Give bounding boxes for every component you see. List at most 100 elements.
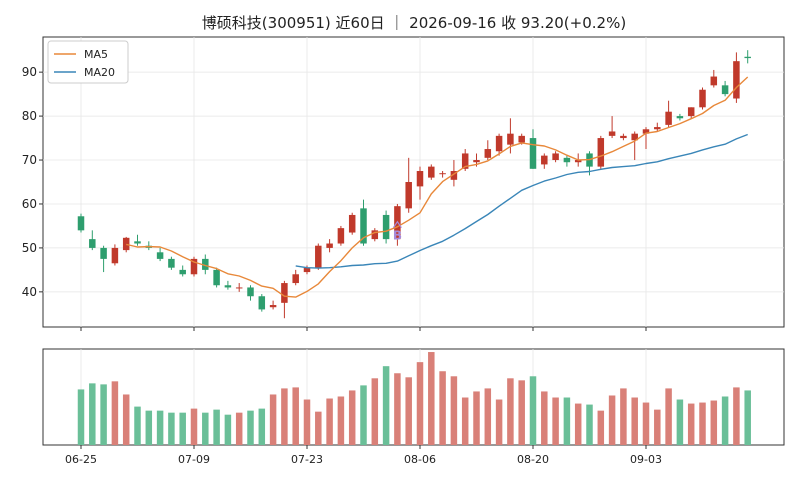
volume-bar <box>145 410 153 445</box>
volume-bar <box>586 404 593 445</box>
volume-bar <box>190 408 198 445</box>
candle-body <box>213 269 220 286</box>
candle-body <box>710 76 718 86</box>
candle-body <box>371 230 379 240</box>
ma20-line <box>295 133 748 269</box>
volume-bar <box>654 409 661 445</box>
volume-bar <box>507 378 514 445</box>
volume-bar <box>405 377 412 445</box>
chart-legend: MA5 MA20 <box>47 40 129 84</box>
candle-body <box>529 138 537 169</box>
x-tick-label: 09-03 <box>630 453 662 466</box>
x-tick-label: 08-20 <box>517 453 549 466</box>
candle-body <box>405 182 412 209</box>
candle-body <box>552 153 559 161</box>
price-tick-label: 70 <box>22 153 37 167</box>
candle-body <box>687 107 695 117</box>
candle-body <box>507 133 514 145</box>
candle-body <box>168 258 175 268</box>
price-tick-label: 90 <box>22 65 37 79</box>
candle-body <box>258 296 266 310</box>
candle-body <box>563 157 571 163</box>
volume-bar <box>281 388 288 445</box>
candle-body <box>360 208 367 244</box>
volume-bar <box>631 397 638 445</box>
volume-bar <box>315 411 322 445</box>
volume-bar <box>541 391 548 445</box>
candle-body <box>382 214 390 240</box>
volume-bar <box>269 394 277 445</box>
volume-bar <box>224 414 232 445</box>
price-tick-label: 80 <box>22 109 37 123</box>
volume-panel-frame <box>42 348 785 446</box>
volume-bar <box>608 395 616 445</box>
candle-body <box>134 241 141 244</box>
candle-body <box>269 305 277 308</box>
price-tick-label: 60 <box>22 197 37 211</box>
volume-bar <box>710 400 718 445</box>
volume-bar <box>529 376 537 445</box>
x-axis: 06-25 07-09 07-23 08-06 08-20 09-03 <box>65 327 662 466</box>
volume-bar <box>461 397 469 445</box>
candle-body <box>348 214 356 233</box>
candle-body <box>337 228 345 244</box>
volume-bar <box>111 381 119 445</box>
volume-bar <box>360 385 367 445</box>
volume-bar <box>518 380 525 445</box>
chart-title: 博硕科技(300951) 近60日 ｜ 2026-09-16 收 93.20(+… <box>202 14 626 32</box>
volume-bar <box>473 391 480 445</box>
volume-bar <box>100 384 107 445</box>
candle-body <box>235 287 243 289</box>
volume-bar <box>213 409 220 445</box>
volume-bar <box>620 388 627 445</box>
candle-body <box>179 269 186 275</box>
candle-body <box>721 85 729 95</box>
candle-body <box>122 237 130 251</box>
volume-bar <box>202 412 209 445</box>
price-panel-frame <box>42 36 785 328</box>
volume-bar <box>292 387 299 445</box>
candle-body <box>665 111 672 125</box>
volume-bar <box>134 406 141 445</box>
volume-bar <box>168 412 175 445</box>
candle-body <box>541 155 548 165</box>
volume-bar <box>665 388 672 445</box>
candle-body <box>439 173 446 175</box>
volume-bar <box>416 362 424 445</box>
volume-bar <box>326 398 333 445</box>
volume-bar <box>439 371 446 445</box>
volume-bar <box>597 410 605 445</box>
volume-bars <box>77 352 751 445</box>
candlestick-series <box>77 50 751 319</box>
legend-ma5-label: MA5 <box>84 48 108 61</box>
annotations: B <box>392 220 402 243</box>
volume-bar <box>428 352 435 445</box>
volume-bar <box>156 410 164 445</box>
x-tick-label: 06-25 <box>65 453 97 466</box>
candle-body <box>733 61 740 99</box>
volume-bar <box>371 378 379 445</box>
candle-body <box>620 135 627 139</box>
candle-body <box>303 267 311 273</box>
moving-average-lines <box>126 76 749 298</box>
volume-bar <box>642 402 650 445</box>
volume-bar <box>122 394 130 445</box>
candle-body <box>281 283 288 303</box>
volume-bar <box>733 387 740 445</box>
candle-body <box>77 216 85 231</box>
candle-body <box>428 166 435 178</box>
candle-body <box>247 287 254 297</box>
candle-body <box>292 274 299 284</box>
volume-bar <box>563 397 571 445</box>
candle-body <box>326 243 333 248</box>
candle-body <box>642 129 650 134</box>
price-tick-label: 40 <box>22 285 37 299</box>
candle-body <box>676 116 684 119</box>
legend-ma20-label: MA20 <box>84 66 115 79</box>
candle-body <box>473 160 480 163</box>
x-tick-label: 07-09 <box>178 453 210 466</box>
candle-body <box>484 149 492 158</box>
buy-signal-marker <box>392 220 402 229</box>
volume-bar <box>179 412 186 445</box>
